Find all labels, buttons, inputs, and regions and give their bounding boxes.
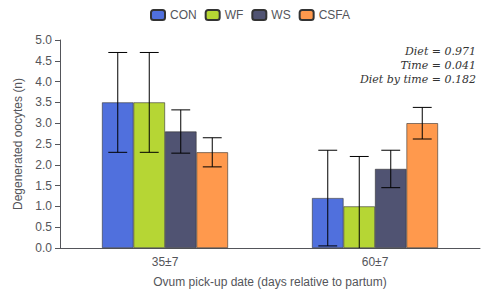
svg-text:CSFA: CSFA xyxy=(319,8,350,22)
svg-text:3.0: 3.0 xyxy=(35,116,52,130)
svg-text:60±7: 60±7 xyxy=(362,255,389,269)
svg-text:WF: WF xyxy=(225,8,244,22)
svg-text:Degenerated oocytes (n): Degenerated oocytes (n) xyxy=(11,78,25,210)
svg-text:0.0: 0.0 xyxy=(35,241,52,255)
svg-text:35±7: 35±7 xyxy=(152,255,179,269)
svg-text:Ovum pick-up date (days relati: Ovum pick-up date (days relative to part… xyxy=(153,275,386,289)
svg-text:2.5: 2.5 xyxy=(35,137,52,151)
svg-text:1.5: 1.5 xyxy=(35,179,52,193)
svg-text:Diet by time = 0.182: Diet by time = 0.182 xyxy=(359,73,476,86)
svg-text:4.5: 4.5 xyxy=(35,54,52,68)
svg-text:Diet = 0.971: Diet = 0.971 xyxy=(404,45,476,58)
svg-text:2.0: 2.0 xyxy=(35,158,52,172)
svg-text:CON: CON xyxy=(170,8,197,22)
svg-text:Time = 0.041: Time = 0.041 xyxy=(401,59,477,72)
svg-text:3.5: 3.5 xyxy=(35,95,52,109)
svg-text:5.0: 5.0 xyxy=(35,33,52,47)
svg-text:1.0: 1.0 xyxy=(35,199,52,213)
svg-text:WS: WS xyxy=(271,8,290,22)
svg-text:4.0: 4.0 xyxy=(35,75,52,89)
svg-text:0.5: 0.5 xyxy=(35,220,52,234)
